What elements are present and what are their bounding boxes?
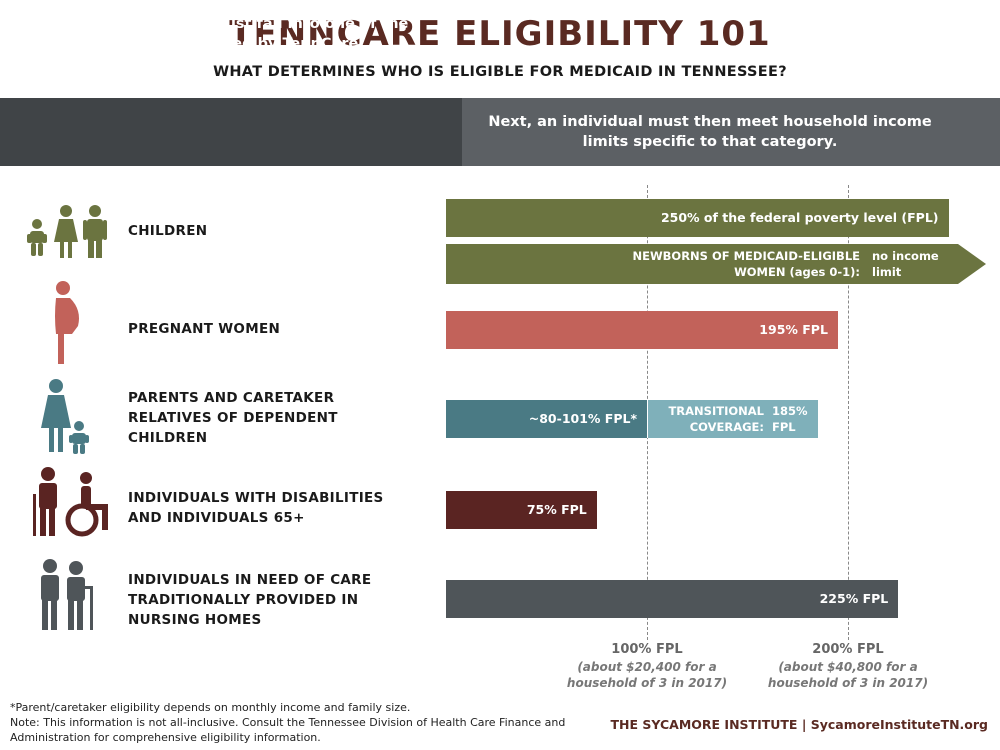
category-label-children: CHILDREN	[128, 223, 208, 239]
banner-arrow-icon	[440, 98, 462, 166]
gridline-200-fpl	[848, 185, 849, 640]
bar-parents	[446, 400, 647, 438]
banner-right-text: Next, an individual must then meet house…	[488, 114, 932, 150]
category-label-parents: PARENTS AND CARETAKER RELATIVES OF DEPEN…	[128, 390, 338, 446]
bar-newborns	[446, 244, 986, 284]
category-label-nursing-homes: INDIVIDUALS IN NEED OF CARE TRADITIONALL…	[128, 572, 372, 628]
bar-label-pregnant-women: 195% FPL	[759, 322, 828, 337]
page-title: TENNCARE ELIGIBILITY 101	[229, 14, 771, 54]
reference-label-100: 100% FPL	[611, 642, 683, 657]
category-label-pregnant-women: PREGNANT WOMEN	[128, 321, 281, 337]
elderly-wheelchair-icon	[33, 467, 108, 537]
bar-transitional-coverage	[647, 400, 818, 438]
bar-pregnant-women	[446, 311, 838, 349]
category-label-disabilities: INDIVIDUALS WITH DISABILITIES AND INDIVI…	[128, 490, 384, 526]
reference-note-100: (about $20,400 for a household of 3 in 2…	[566, 660, 728, 690]
children-family-icon	[27, 205, 107, 258]
elderly-couple-icon	[41, 559, 93, 630]
banner-right-bg	[440, 98, 1000, 166]
footnote-disclaimer: Note: This information is not all-inclus…	[10, 716, 566, 744]
bar-label-transitional-extra: 185% FPL	[772, 404, 808, 434]
page-subtitle: WHAT DETERMINES WHO IS ELIGIBLE FOR MEDI…	[213, 64, 787, 80]
bar-label-children: 250% of the federal poverty level (FPL)	[660, 210, 939, 225]
footnote-parent-eligibility: *Parent/caretaker eligibility depends on…	[10, 701, 411, 714]
reference-label-200: 200% FPL	[812, 642, 884, 657]
bar-label-newborns-extra: no income limit	[872, 249, 939, 279]
banner-left-text: First, an individual must fall into one …	[51, 16, 409, 52]
bar-children	[446, 199, 949, 237]
pregnant-woman-icon	[55, 281, 79, 364]
bar-nursing-homes	[446, 580, 899, 618]
bar-label-nursing-homes: 225% FPL	[819, 591, 889, 606]
bar-label-transitional: TRANSITIONAL COVERAGE:	[668, 404, 764, 434]
source-credit: THE SYCAMORE INSTITUTE | SycamoreInstitu…	[610, 717, 988, 732]
banner-left-bg	[0, 98, 462, 166]
bar-disabilities	[446, 491, 597, 529]
reference-note-200: (about $40,800 for a household of 3 in 2…	[767, 660, 929, 690]
bar-label-newborns: NEWBORNS OF MEDICAID-ELIGIBLE WOMEN (age…	[632, 249, 860, 279]
bar-label-disabilities: 75% FPL	[526, 502, 587, 517]
bar-label-parents: ~80-101% FPL*	[528, 411, 637, 426]
parent-child-icon	[41, 379, 89, 454]
